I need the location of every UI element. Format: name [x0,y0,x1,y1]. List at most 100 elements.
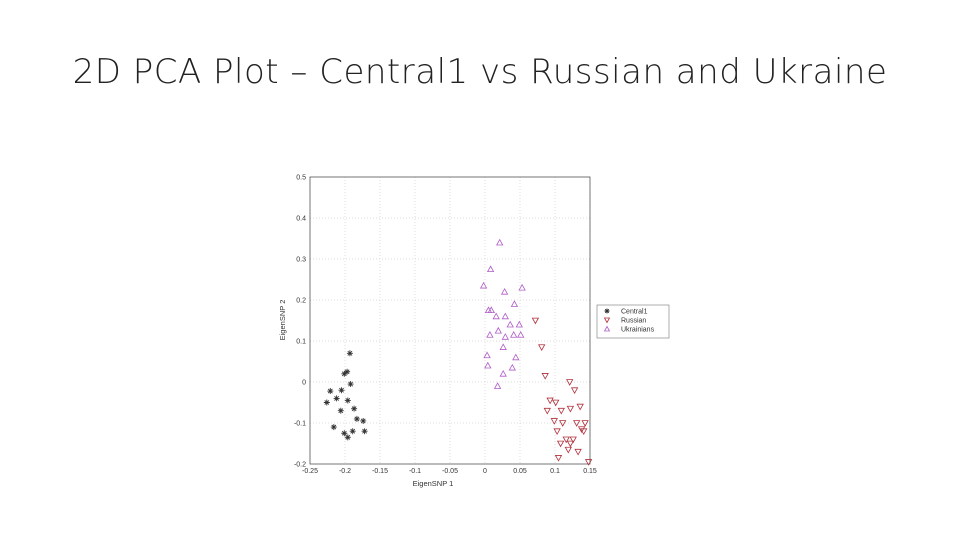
point-central1 [346,350,353,357]
point-russian [566,440,575,448]
point-russian [564,446,572,454]
point-russian [566,405,575,413]
point-ukrainians [496,238,504,246]
point-russian [559,420,567,427]
point-russian [573,420,581,427]
point-central1 [323,399,330,406]
point-ukrainians [484,361,492,369]
x-tick-label: 0.05 [513,468,527,475]
point-russian [541,373,549,380]
point-russian [570,387,579,395]
point-ukrainians [483,351,491,359]
plot-grid [309,176,591,465]
point-ukrainians [508,363,516,371]
axis-ticks: -0.25 -0.2 -0.15 -0.1 -0.05 0 0.05 0.1 0.15-0.2-… [294,175,597,476]
point-ukrainians [501,333,509,340]
point-central1 [344,397,351,404]
point-russian [538,344,546,351]
y-tick-label: 0 [302,380,306,387]
point-russian [562,436,570,444]
point-central1 [353,415,360,422]
point-russian [553,428,561,436]
legend-box [596,304,670,339]
point-central1 [327,388,334,395]
data-points [323,238,593,466]
point-russian [584,459,593,466]
point-central1 [338,387,345,394]
y-tick-label: -0.1 [294,421,306,428]
point-ukrainians [512,353,520,361]
point-ukrainians [500,287,509,295]
point-ukrainians [517,331,525,338]
pca-scatter-chart: -0.25 -0.2 -0.15 -0.1 -0.05 0 0.05 0.1 0.15-0.2-… [278,175,670,488]
point-ukrainians [493,382,502,389]
point-central1 [360,417,367,424]
x-tick-label: -0.05 [442,468,458,475]
x-axis-label: EigenSNP 1 [413,479,454,488]
legend-label-central1: Central1 [621,309,648,316]
legend: Central1 Russian Ukrainians [596,304,670,339]
point-ukrainians [486,331,494,338]
slide-title: 2D PCA Plot – Central1 vs Russian and Uk… [72,52,888,92]
point-russian [569,436,577,444]
point-russian [556,440,565,448]
x-tick-label: 0 [483,468,487,475]
point-ukrainians [492,312,500,320]
x-tick-label: -0.1 [409,468,421,475]
point-russian [576,403,584,411]
point-ukrainians [479,281,488,289]
point-ukrainians [518,283,526,291]
point-central1 [337,407,344,414]
point-central1 [344,368,351,375]
point-russian [581,420,589,427]
plot-area-frame [309,176,591,465]
point-russian [531,317,540,325]
legend-marker-ukrainians [603,325,611,332]
y-tick-label: -0.2 [294,462,306,469]
point-russian [543,407,551,415]
point-russian [580,428,588,436]
legend-marker-central1 [604,308,610,314]
point-central1 [349,428,356,435]
point-russian [546,397,554,405]
point-ukrainians [486,265,495,273]
point-ukrainians [499,343,507,350]
legend-label-russian: Russian [621,318,646,325]
point-ukrainians [494,326,502,334]
y-tick-label: 0.1 [296,339,306,346]
y-tick-label: 0.4 [296,216,306,223]
point-central1 [361,428,368,435]
point-russian [550,418,558,425]
point-russian [577,426,586,433]
x-tick-label: 0.1 [550,468,560,475]
point-central1 [341,430,348,437]
point-ukrainians [499,369,507,377]
legend-label-ukrainians: Ukrainians [621,327,655,334]
point-central1 [333,395,340,402]
point-central1 [351,405,358,412]
point-ukrainians [510,300,519,307]
point-ukrainians [506,320,514,328]
x-tick-label: -0.15 [372,468,388,475]
x-tick-label: 0.15 [583,468,597,475]
point-russian [554,455,563,462]
point-ukrainians [484,306,493,314]
y-tick-label: 0.3 [296,257,306,264]
point-ukrainians [501,312,509,320]
point-russian [552,399,560,407]
point-russian [557,407,565,415]
point-ukrainians [510,331,518,338]
point-central1 [341,370,348,377]
legend-marker-russian [603,317,611,324]
point-ukrainians [515,320,523,328]
y-axis-label: EigenSNP 2 [278,300,287,341]
y-tick-label: 0.5 [296,175,306,182]
point-central1 [347,381,354,388]
y-tick-label: 0.2 [296,298,306,305]
point-central1 [344,434,351,441]
point-russian [566,379,574,386]
point-russian [574,448,582,456]
x-tick-label: -0.2 [339,468,351,475]
x-tick-label: -0.25 [302,468,318,475]
point-central1 [330,424,337,431]
